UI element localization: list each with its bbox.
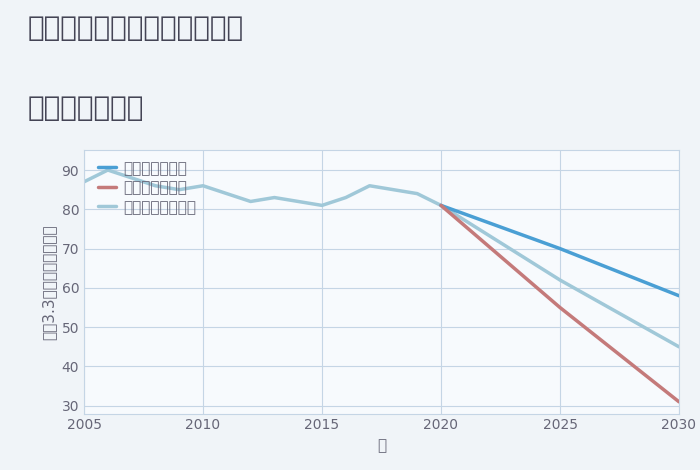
バッドシナリオ: [675, 399, 683, 405]
グッドシナリオ: [675, 293, 683, 298]
Legend: グッドシナリオ, バッドシナリオ, ノーマルシナリオ: グッドシナリオ, バッドシナリオ, ノーマルシナリオ: [97, 161, 197, 215]
ノーマルシナリオ: [675, 344, 683, 350]
ノーマルシナリオ: [437, 203, 445, 208]
バッドシナリオ: [556, 305, 564, 310]
Y-axis label: 坪（3.3㎡）単価（万円）: 坪（3.3㎡）単価（万円）: [41, 224, 56, 340]
Line: バッドシナリオ: バッドシナリオ: [441, 205, 679, 402]
Text: 土地の価格推移: 土地の価格推移: [28, 94, 144, 122]
バッドシナリオ: [437, 203, 445, 208]
X-axis label: 年: 年: [377, 438, 386, 453]
グッドシナリオ: [556, 246, 564, 251]
Line: グッドシナリオ: グッドシナリオ: [441, 205, 679, 296]
グッドシナリオ: [437, 203, 445, 208]
ノーマルシナリオ: [556, 277, 564, 283]
Text: 神奈川県相模原市南区相南の: 神奈川県相模原市南区相南の: [28, 14, 244, 42]
Line: ノーマルシナリオ: ノーマルシナリオ: [441, 205, 679, 347]
